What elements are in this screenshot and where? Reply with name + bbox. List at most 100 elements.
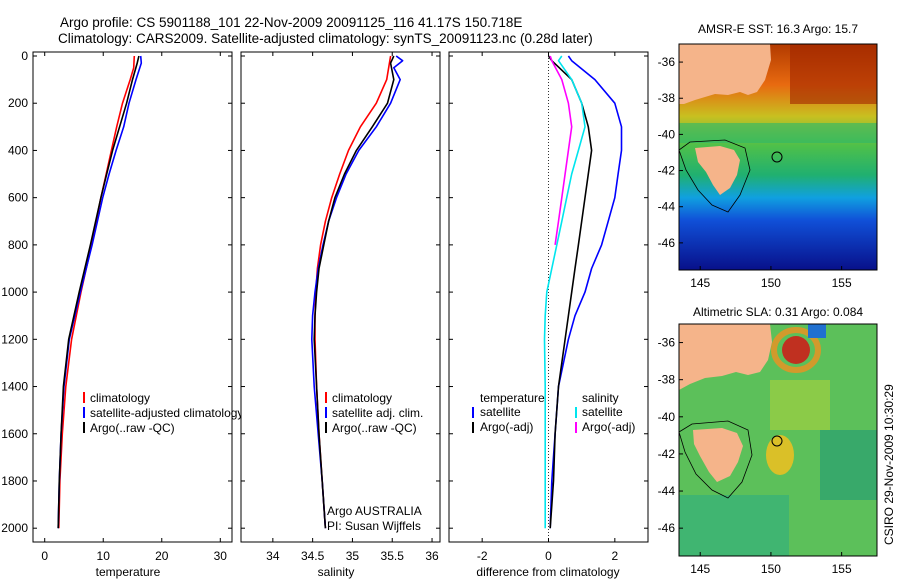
salinity-legend: climatology satellite adj. clim. Argo(..… [325, 391, 423, 435]
temperature-axes-box [32, 51, 233, 543]
difference-axes-box [448, 51, 649, 543]
salinity-annotation-line2: PI: Susan Wijffels [327, 519, 421, 533]
sla-argo-eddy [766, 435, 794, 475]
depth-tick-label: 400 [8, 143, 28, 157]
sst-map-ticks: 145 150 155 -36 -38 -40 -42 -44 -46 [658, 55, 852, 290]
sla-low-spot [808, 324, 826, 338]
depth-tick-label: 2000 [1, 521, 28, 535]
shelf-contour [679, 139, 751, 213]
sst-warm-core [790, 44, 877, 104]
map-x-tick-label: 155 [832, 276, 852, 290]
sla-map-title: Altimetric SLA: 0.31 Argo: 0.084 [693, 305, 863, 319]
depth-tick-label: 1200 [1, 332, 28, 346]
depth-tick-label: 200 [8, 96, 28, 110]
australia-land [679, 324, 772, 390]
header-line1: Argo profile: CS 5901188_101 22-Nov-2009… [60, 15, 522, 30]
depth-tick-label: 1400 [1, 380, 28, 394]
salinity-lines [310, 55, 404, 529]
tasmania-land [695, 146, 740, 195]
x-tick-label: -2 [477, 549, 488, 563]
shelf-contour [679, 420, 753, 499]
x-tick-label: 0 [545, 549, 552, 563]
sla-map-panel: Altimetric SLA: 0.31 Argo: 0.084 145 150 1… [658, 305, 878, 576]
map-y-tick-label: -42 [658, 164, 676, 178]
legend-title-salinity: salinity [582, 391, 619, 405]
x-tick-label: 35.5 [381, 549, 405, 563]
salinity-axes-box [240, 51, 441, 543]
argo-position-marker [771, 151, 783, 163]
sla-map-ticks: 145 150 155 -36 -38 -40 -42 -44 -46 [658, 336, 852, 576]
difference-legend: temperature satellite Argo(-adj) salinit… [472, 391, 635, 434]
difference-ticks: -2 0 2 [449, 52, 648, 563]
temperature-lines [57, 55, 143, 529]
map-y-tick-label: -36 [658, 336, 676, 350]
salinity-annotation-line1: Argo AUSTRALIA [327, 504, 422, 518]
map-x-tick-label: 155 [832, 562, 852, 576]
map-y-tick-label: -40 [658, 127, 676, 141]
legend-label-climatology: climatology [90, 391, 150, 405]
sla-high-eddy [782, 336, 810, 364]
map-y-tick-label: -36 [658, 55, 676, 69]
sst-map-title: AMSR-E SST: 16.3 Argo: 15.7 [698, 22, 858, 36]
sla-patch-2 [820, 430, 877, 500]
map-y-tick-label: -44 [658, 484, 676, 498]
legend-label-argo: Argo(..raw -QC) [90, 421, 175, 435]
depth-tick-label: 1000 [1, 285, 28, 299]
sla-patch-1 [770, 380, 830, 430]
map-y-tick-label: -38 [658, 91, 676, 105]
difference-panel: -2 0 2 difference from climatology tempera… [448, 51, 649, 579]
legend-label-temp-satellite: satellite [480, 405, 521, 419]
sla-heatmap [679, 324, 877, 556]
map-y-tick-label: -44 [658, 200, 676, 214]
sla-map-frame [678, 323, 878, 557]
salinity-xlabel: salinity [318, 565, 355, 579]
tasmania-land [693, 428, 743, 482]
sst-map-panel: AMSR-E SST: 16.3 Argo: 15.7 145 150 155 -36… [658, 22, 878, 290]
legend-label-sal-argo: Argo(-adj) [582, 420, 635, 434]
map-x-tick-label: 150 [761, 276, 781, 290]
sla-patch-3 [679, 495, 789, 556]
temperature-ticks: 0 10 20 30 [33, 52, 232, 563]
difference-lines [543, 55, 623, 529]
difference-xlabel: difference from climatology [476, 565, 619, 579]
x-tick-label: 34.5 [301, 549, 325, 563]
legend-label-sal-satellite: satellite [582, 405, 623, 419]
map-y-tick-label: -38 [658, 373, 676, 387]
legend-label-satellite: satellite adj. clim. [332, 406, 423, 420]
legend-label-satellite: satellite-adjusted climatology [90, 406, 243, 420]
temperature-panel: 0 10 20 30 0 200 400 600 800 1000 1200 1400 1600 180… [1, 49, 243, 579]
depth-tick-label: 1600 [1, 427, 28, 441]
x-tick-label: 34 [266, 549, 280, 563]
sla-high-eddy-ring [771, 327, 821, 373]
x-tick-label: 20 [155, 549, 169, 563]
map-y-tick-label: -42 [658, 447, 676, 461]
map-x-tick-label: 150 [761, 562, 781, 576]
x-tick-label: 10 [97, 549, 111, 563]
x-tick-label: 30 [214, 549, 228, 563]
series-line-salinity-satellite [543, 55, 586, 529]
map-x-tick-label: 145 [690, 276, 710, 290]
argo-position-marker [771, 435, 783, 447]
series-line-salinity-argo-adj- [549, 55, 573, 246]
map-x-tick-label: 145 [690, 562, 710, 576]
series-line-argo-raw-qc- [313, 55, 395, 529]
salinity-ticks: 34 34.5 35 35.5 36 [241, 52, 440, 563]
credit-text: CSIRO 29-Nov-2009 10:30:29 [882, 384, 896, 545]
x-tick-label: 35 [346, 549, 360, 563]
legend-label-temp-argo: Argo(-adj) [480, 420, 533, 434]
depth-tick-label: 0 [21, 49, 28, 63]
depth-tick-label: 800 [8, 238, 28, 252]
sst-heatmap [679, 44, 877, 270]
x-tick-label: 2 [611, 549, 618, 563]
legend-title-temperature: temperature [480, 391, 545, 405]
depth-tick-label: 1800 [1, 474, 28, 488]
map-y-tick-label: -46 [658, 521, 676, 535]
legend-label-climatology: climatology [332, 391, 392, 405]
map-y-tick-label: -40 [658, 410, 676, 424]
salinity-panel: 34 34.5 35 35.5 36 salinity climatology sate… [240, 51, 441, 579]
x-tick-label: 36 [425, 549, 439, 563]
australia-land [679, 44, 771, 104]
temperature-legend: climatology satellite-adjusted climatolo… [83, 391, 243, 435]
depth-axis: 0 200 400 600 800 1000 1200 1400 1600 1800 2000 [1, 49, 28, 535]
